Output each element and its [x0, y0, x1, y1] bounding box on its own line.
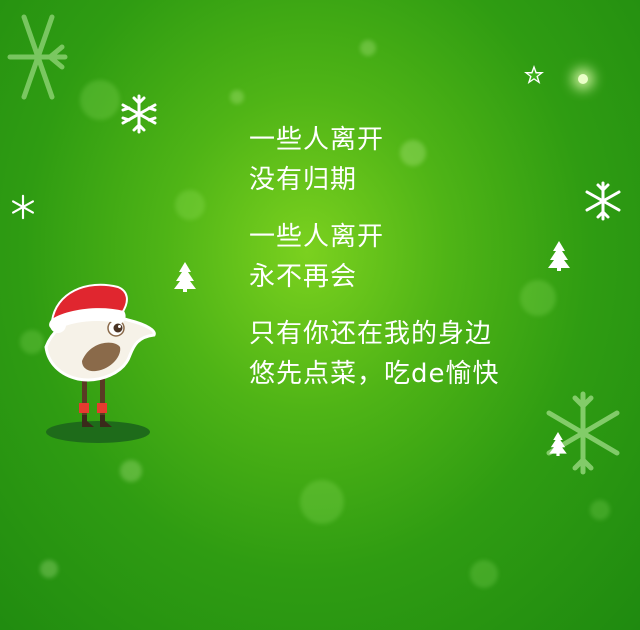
snowflake-icon — [12, 194, 34, 220]
bokeh-light — [470, 560, 498, 588]
bokeh-light — [40, 560, 58, 578]
bokeh-light — [120, 460, 142, 482]
poem-line: 悠先点菜，吃de愉快 — [249, 359, 500, 389]
poem-line: 没有归期 — [249, 165, 358, 195]
bokeh-light — [230, 90, 244, 104]
bokeh-light — [400, 140, 426, 166]
bird-mascot — [44, 283, 156, 443]
poem-line: 永不再会 — [249, 262, 358, 292]
bokeh-light — [300, 480, 344, 524]
snowflake-icon — [121, 94, 157, 134]
snowflake-icon — [585, 181, 621, 221]
poem-line: 一些人离开 — [249, 125, 385, 155]
snowflake-icon — [7, 14, 68, 100]
poem-line: 只有你还在我的身边 — [249, 319, 493, 349]
bokeh-light — [360, 40, 376, 56]
star-icon — [524, 65, 544, 84]
bokeh-light — [520, 280, 556, 316]
stanza-gap — [249, 297, 500, 314]
christmas-tree-icon — [174, 262, 196, 292]
bokeh-light — [80, 80, 120, 120]
bokeh-light — [175, 190, 205, 220]
poem: 一些人离开 没有归期 一些人离开 永不再会 只有你还在我的身边 悠先点菜，吃de… — [249, 120, 500, 394]
poem-line: 一些人离开 — [249, 222, 385, 252]
bokeh-light — [20, 330, 44, 354]
stanza-gap — [249, 200, 500, 217]
glow-dot — [578, 74, 588, 84]
bokeh-light — [590, 500, 610, 520]
christmas-tree-icon — [548, 241, 570, 271]
christmas-tree-icon — [549, 432, 567, 456]
